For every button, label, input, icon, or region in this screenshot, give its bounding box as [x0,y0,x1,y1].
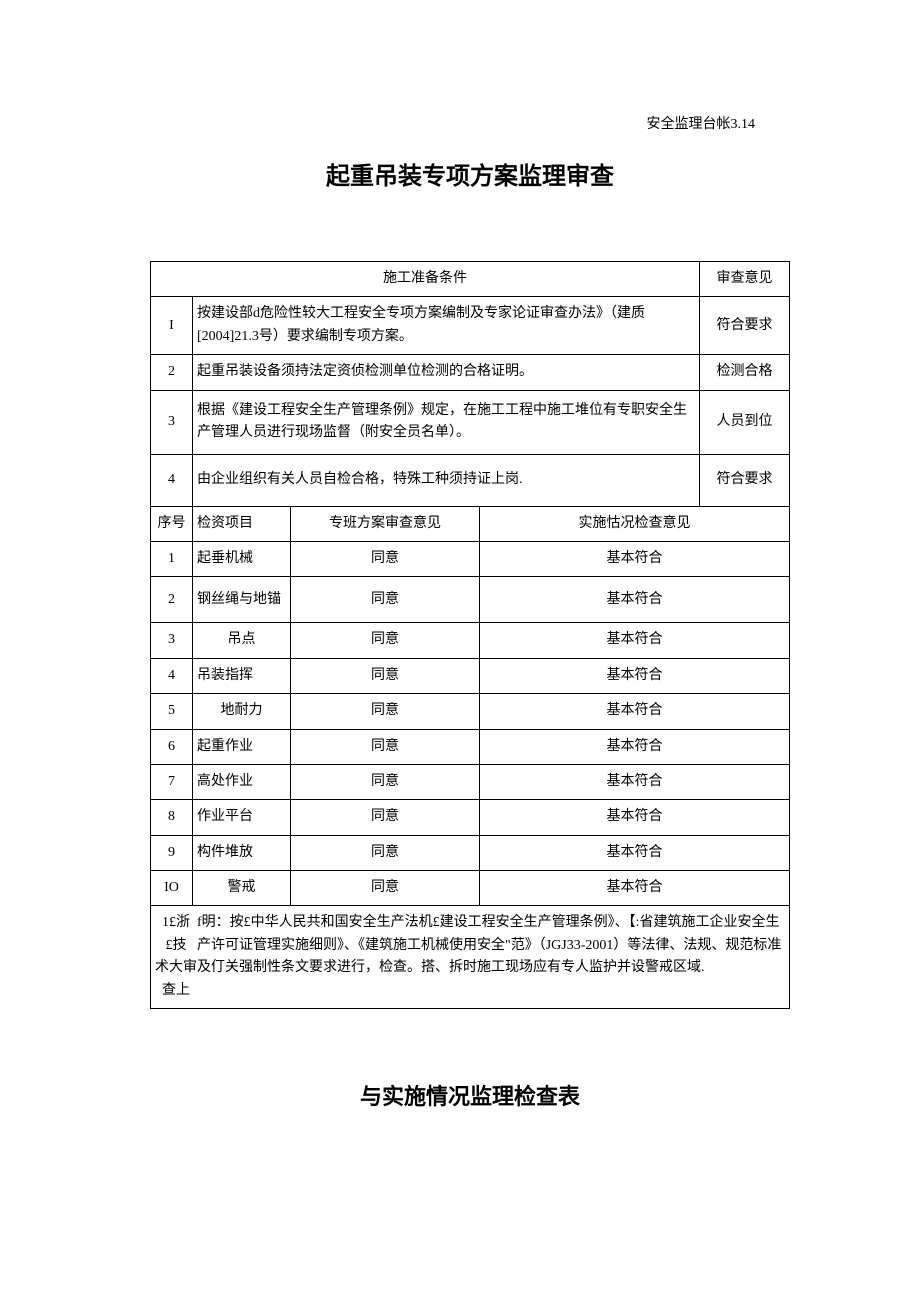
row-seq: 8 [151,800,193,835]
table-row: 6 起重作业 同意 基本符合 [151,729,790,764]
table-row: 4 吊装指挥 同意 基本符合 [151,658,790,693]
prep-header-right: 审查意见 [700,262,790,297]
note-row: 1£浙£技 术大审 查上 f明：按£中华人民共和国安全生产法机£建设工程安全生产… [151,906,790,1009]
row-plan: 同意 [291,871,480,906]
row-plan: 同意 [291,729,480,764]
document-page: 安全监理台帐3.14 起重吊装专项方案监理审查 施工准备条件 审查意见 I 按建… [0,0,920,1301]
note-cell: 1£浙£技 术大审 查上 f明：按£中华人民共和国安全生产法机£建设工程安全生产… [151,906,790,1009]
row-plan: 同意 [291,623,480,658]
table-row: IO 警戒 同意 基本符合 [151,871,790,906]
row-item: 吊点 [193,623,291,658]
check-header-impl: 实施怙况检查意见 [480,506,790,541]
table-row: 3 吊点 同意 基本符合 [151,623,790,658]
row-plan: 同意 [291,658,480,693]
row-impl: 基本符合 [480,800,790,835]
prep-desc: 根据《建设工程安全生产管理条例》规定，在施工工程中施工堆位有专职安全生产管理人员… [193,390,700,454]
row-seq: 1 [151,541,193,576]
prep-opinion: 符合要求 [700,454,790,506]
row-plan: 同意 [291,694,480,729]
row-impl: 基本符合 [480,764,790,799]
row-item: 警戒 [193,871,291,906]
row-impl: 基本符合 [480,694,790,729]
row-impl: 基本符合 [480,658,790,693]
row-plan: 同意 [291,764,480,799]
row-seq: 6 [151,729,193,764]
prep-idx: 3 [151,390,193,454]
row-plan: 同意 [291,541,480,576]
row-plan: 同意 [291,800,480,835]
row-seq: IO [151,871,193,906]
table-row: 8 作业平台 同意 基本符合 [151,800,790,835]
row-impl: 基本符合 [480,623,790,658]
row-item: 构件堆放 [193,835,291,870]
prep-desc: 按建设部d危险性较大工程安全专项方案编制及专家论证审查办法》（建质[2004]2… [193,297,700,355]
row-impl: 基本符合 [480,871,790,906]
prep-idx: I [151,297,193,355]
row-item: 起重作业 [193,729,291,764]
page-title: 起重吊装专项方案监理审查 [150,156,790,191]
page-subtitle: 与实施情况监理检查表 [150,1079,790,1111]
check-header-row: 序号 检资项目 专班方案审查意见 实施怙况检查意见 [151,506,790,541]
row-plan: 同意 [291,835,480,870]
check-header-item: 检资项目 [193,506,291,541]
row-item: 地耐力 [193,694,291,729]
row-item: 吊装指挥 [193,658,291,693]
table-row: 9 构件堆放 同意 基本符合 [151,835,790,870]
row-seq: 7 [151,764,193,799]
row-plan: 同意 [291,577,480,623]
row-impl: 基本符合 [480,835,790,870]
prep-opinion: 检测合格 [700,355,790,390]
prep-row: 4 由企业组织有关人员自检合格，特殊工种须持证上岗. 符合要求 [151,454,790,506]
row-seq: 3 [151,623,193,658]
prep-idx: 4 [151,454,193,506]
prep-row: 3 根据《建设工程安全生产管理条例》规定，在施工工程中施工堆位有专职安全生产管理… [151,390,790,454]
table-row: 7 高处作业 同意 基本符合 [151,764,790,799]
check-header-seq: 序号 [151,506,193,541]
prep-opinion: 人员到位 [700,390,790,454]
table-row: 5 地耐力 同意 基本符合 [151,694,790,729]
table-row: 2 钢丝绳与地锚 同意 基本符合 [151,577,790,623]
prep-header-row: 施工准备条件 审查意见 [151,262,790,297]
note-label-2: 术大审 [155,957,197,979]
table-row: 1 起垂机械 同意 基本符合 [151,541,790,576]
main-table: 施工准备条件 审查意见 I 按建设部d危险性较大工程安全专项方案编制及专家论证审… [150,261,790,1009]
row-seq: 9 [151,835,193,870]
check-header-plan: 专班方案审查意见 [291,506,480,541]
row-item: 起垂机械 [193,541,291,576]
prep-desc: 起重吊装设备须持法定资侦检测单位检测的合格证明。 [193,355,700,390]
note-label-3: 查上 [155,980,197,1002]
note-text: f明：按£中华人民共和国安全生产法机£建设工程安全生产管理条例》、【:省建筑施工… [197,912,785,1002]
row-impl: 基本符合 [480,577,790,623]
row-impl: 基本符合 [480,541,790,576]
row-seq: 2 [151,577,193,623]
prep-row: I 按建设部d危险性较大工程安全专项方案编制及专家论证审查办法》（建质[2004… [151,297,790,355]
row-impl: 基本符合 [480,729,790,764]
row-seq: 5 [151,694,193,729]
prep-desc: 由企业组织有关人员自检合格，特殊工种须持证上岗. [193,454,700,506]
prep-header-left: 施工准备条件 [151,262,700,297]
doc-reference: 安全监理台帐3.14 [647,113,756,133]
prep-row: 2 起重吊装设备须持法定资侦检测单位检测的合格证明。 检测合格 [151,355,790,390]
row-item: 高处作业 [193,764,291,799]
prep-opinion: 符合要求 [700,297,790,355]
row-item: 钢丝绳与地锚 [193,577,291,623]
row-seq: 4 [151,658,193,693]
prep-idx: 2 [151,355,193,390]
row-item: 作业平台 [193,800,291,835]
note-label-1: 1£浙£技 [155,912,197,957]
